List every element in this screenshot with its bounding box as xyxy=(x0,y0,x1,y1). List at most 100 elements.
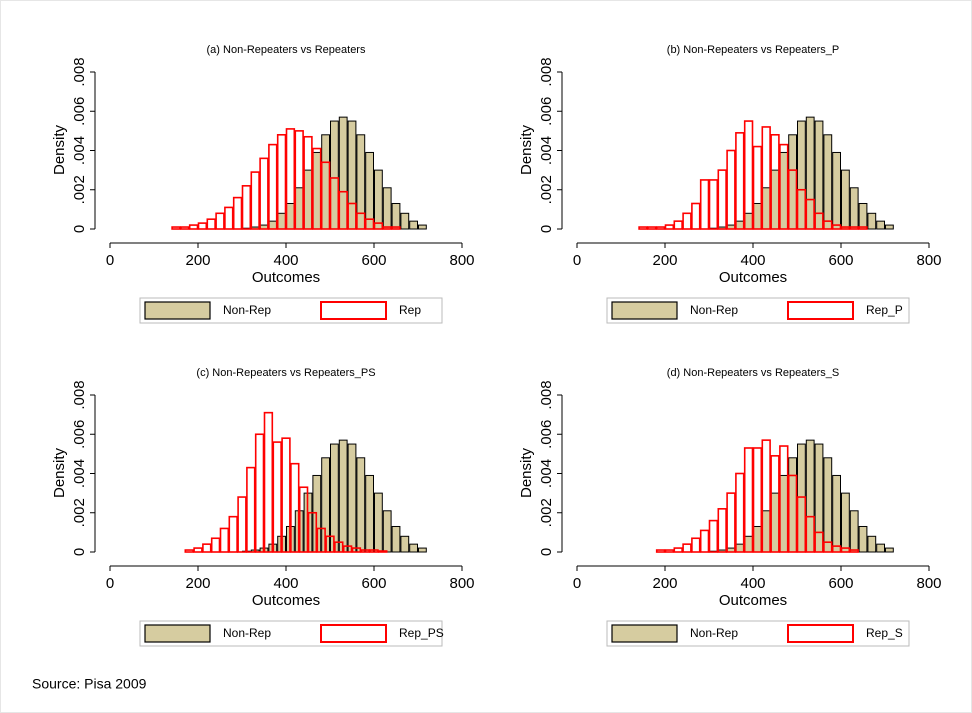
bar xyxy=(303,135,313,230)
bar xyxy=(761,510,771,553)
bar xyxy=(753,525,762,553)
x-tick-label: 800 xyxy=(449,252,474,269)
bar xyxy=(382,510,392,553)
bar xyxy=(691,537,701,553)
bar xyxy=(858,226,868,230)
bar xyxy=(779,445,789,553)
bar xyxy=(409,543,419,553)
x-tick-label: 600 xyxy=(361,575,386,592)
bar xyxy=(228,515,238,553)
bar xyxy=(849,226,859,230)
x-tick-label: 600 xyxy=(828,252,853,269)
bar xyxy=(717,508,727,553)
x-tick-label: 800 xyxy=(916,575,941,592)
bar xyxy=(770,134,780,230)
legend-swatch xyxy=(320,624,387,643)
bar xyxy=(294,130,304,230)
bar xyxy=(796,496,807,553)
x-axis-label: Outcomes xyxy=(252,592,320,609)
bar xyxy=(673,220,683,230)
bar xyxy=(206,218,216,230)
bar xyxy=(699,179,710,230)
bar xyxy=(743,447,754,553)
bar xyxy=(277,212,287,230)
bar xyxy=(779,474,789,553)
bar xyxy=(232,196,243,230)
bar xyxy=(682,543,692,553)
bar xyxy=(876,220,886,230)
bar xyxy=(655,549,666,553)
y-tick-label: .008 xyxy=(538,57,555,86)
x-tick-label: 400 xyxy=(273,252,298,269)
bar xyxy=(726,492,736,553)
legend-swatch xyxy=(787,624,854,643)
bar xyxy=(858,525,868,553)
panel: (b) Non-Repeaters vs Repeaters_P 0 .002 .00… xyxy=(518,44,942,324)
bar xyxy=(770,455,780,553)
x-tick-label: 800 xyxy=(449,575,474,592)
bar xyxy=(805,439,815,553)
bar xyxy=(338,190,348,230)
bar xyxy=(796,188,807,230)
bar xyxy=(744,535,754,553)
bar xyxy=(867,212,877,230)
bar xyxy=(858,202,868,230)
legend-label: Non-Rep xyxy=(690,626,738,640)
bar xyxy=(849,187,859,230)
y-tick-label: .006 xyxy=(538,97,555,126)
bar xyxy=(224,206,234,230)
bar xyxy=(823,220,833,230)
y-tick-label: .002 xyxy=(71,498,88,527)
bar xyxy=(664,224,675,230)
bar xyxy=(823,457,833,553)
bar xyxy=(180,226,190,230)
bar xyxy=(320,161,331,230)
bar xyxy=(770,492,780,553)
bar xyxy=(281,437,291,553)
bar xyxy=(840,547,851,553)
legend-swatch xyxy=(144,624,211,643)
bar xyxy=(312,147,322,230)
bar xyxy=(735,472,745,553)
y-tick-label: 0 xyxy=(71,225,88,233)
bar xyxy=(664,549,675,553)
bar xyxy=(752,145,763,230)
bar xyxy=(338,116,348,230)
bar xyxy=(823,134,833,230)
bar xyxy=(342,545,353,553)
x-tick-label: 400 xyxy=(273,575,298,592)
bar xyxy=(761,126,771,230)
bar xyxy=(316,527,326,553)
x-axis-label: Outcomes xyxy=(252,269,320,286)
bar xyxy=(638,226,648,230)
y-tick-label: 0 xyxy=(538,548,555,556)
bar xyxy=(237,496,247,553)
bar xyxy=(364,218,375,230)
x-tick-label: 200 xyxy=(652,575,677,592)
bar xyxy=(307,511,318,553)
bar xyxy=(787,474,798,553)
bar xyxy=(744,212,754,230)
bar xyxy=(325,535,335,553)
bar xyxy=(876,543,886,553)
bar xyxy=(373,222,384,230)
bar xyxy=(752,447,763,553)
bar xyxy=(356,134,366,230)
panel: (d) Non-Repeaters vs Repeaters_S 0 .002 .00… xyxy=(518,367,942,647)
bar xyxy=(400,212,410,230)
bar xyxy=(382,187,392,230)
bar xyxy=(814,531,824,553)
bar xyxy=(779,151,789,230)
bar xyxy=(743,120,754,230)
x-tick-label: 0 xyxy=(106,252,114,269)
bar xyxy=(356,457,366,553)
bar xyxy=(276,134,287,230)
y-tick-label: 0 xyxy=(538,225,555,233)
bar xyxy=(338,439,348,553)
x-tick-label: 200 xyxy=(652,252,677,269)
y-tick-label: .004 xyxy=(538,136,555,165)
bar xyxy=(682,212,692,230)
legend-label: Non-Rep xyxy=(223,626,271,640)
legend-swatch xyxy=(611,624,678,643)
